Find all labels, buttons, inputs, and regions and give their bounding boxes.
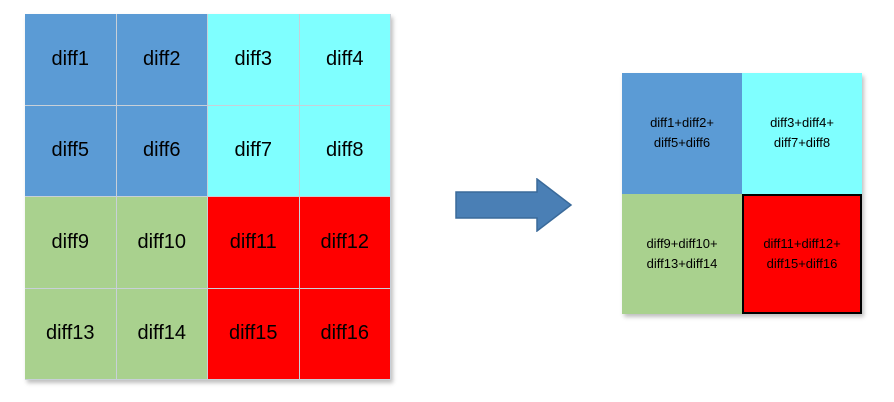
grid-cell: diff6 bbox=[116, 105, 208, 197]
merged-cell: diff3+diff4+ diff7+diff8 bbox=[742, 73, 862, 194]
grid-cell: diff12 bbox=[299, 197, 391, 289]
source-grid: diff1 diff2 diff3 diff4 diff5 diff6 diff… bbox=[25, 14, 391, 380]
grid-cell: diff14 bbox=[116, 288, 208, 380]
grid-cell: diff13 bbox=[25, 288, 117, 380]
grid-cell: diff15 bbox=[208, 288, 300, 380]
grid-cell: diff1 bbox=[25, 14, 117, 106]
arrow-shape bbox=[455, 178, 573, 232]
grid-cell: diff5 bbox=[25, 105, 117, 197]
merged-cell-highlighted: diff11+diff12+ diff15+diff16 bbox=[742, 193, 862, 314]
grid-cell: diff3 bbox=[208, 14, 300, 106]
grid-cell: diff2 bbox=[116, 14, 208, 106]
merged-grid: diff1+diff2+ diff5+diff6 diff3+diff4+ di… bbox=[622, 73, 862, 314]
grid-cell: diff9 bbox=[25, 197, 117, 289]
merged-cell: diff1+diff2+ diff5+diff6 bbox=[622, 73, 742, 194]
grid-cell: diff11 bbox=[208, 197, 300, 289]
grid-cell: diff8 bbox=[299, 105, 391, 197]
right-arrow-icon bbox=[455, 178, 573, 232]
grid-cell: diff4 bbox=[299, 14, 391, 106]
grid-cell: diff7 bbox=[208, 105, 300, 197]
grid-cell: diff16 bbox=[299, 288, 391, 380]
merged-cell: diff9+diff10+ diff13+diff14 bbox=[622, 193, 742, 314]
grid-cell: diff10 bbox=[116, 197, 208, 289]
